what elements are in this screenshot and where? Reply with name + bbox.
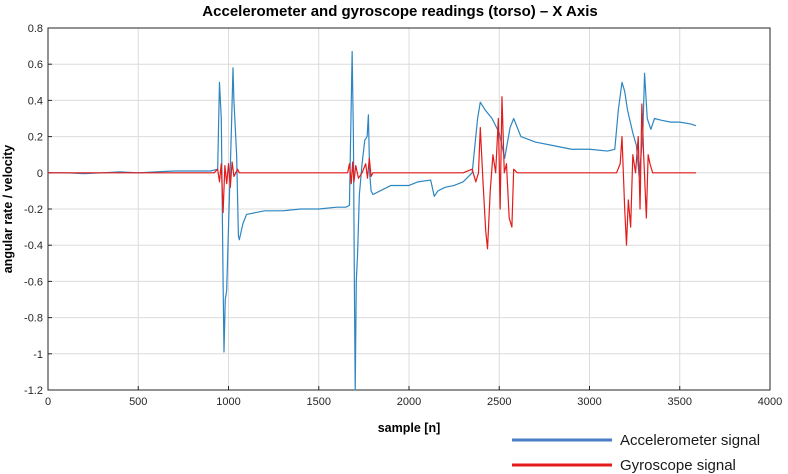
- gyroscope-series-line: [48, 96, 696, 250]
- y-tick-label: -0.6: [24, 276, 43, 288]
- y-tick-label: 0: [37, 168, 43, 180]
- series-layer: [48, 50, 697, 391]
- legend: Accelerometer signal Gyroscope signal: [512, 432, 760, 474]
- y-tick-label: 0.6: [28, 59, 43, 71]
- x-axis: 0 500 1000 1500 2000 2500 3000 3500 4000: [45, 386, 782, 408]
- y-tick-label: -0.4: [24, 240, 43, 252]
- y-tick-label: -0.2: [24, 204, 43, 216]
- y-tick-label: -0.8: [24, 313, 43, 325]
- x-tick-label: 1000: [216, 396, 240, 408]
- y-axis: -1.2 -1 -0.8 -0.6 -0.4 -0.2 0 0.2 0.4 0.6 0.8: [24, 23, 52, 397]
- x-tick-label: 0: [45, 396, 51, 408]
- y-tick-label: 0.8: [28, 23, 43, 35]
- y-tick-label: -1: [33, 349, 43, 361]
- legend-label-gyroscope: Gyroscope signal: [620, 457, 736, 474]
- grid: [47, 27, 771, 391]
- x-tick-label: 500: [129, 396, 147, 408]
- x-axis-label: sample [n]: [378, 421, 441, 435]
- x-tick-label: 3000: [577, 396, 601, 408]
- y-tick-label: -1.2: [24, 385, 43, 397]
- y-tick-label: 0.4: [28, 95, 43, 107]
- x-tick-label: 2000: [397, 396, 421, 408]
- y-tick-label: 0.2: [28, 132, 43, 144]
- y-axis-label: angular rate / velocity: [1, 145, 15, 274]
- x-tick-label: 2500: [487, 396, 511, 408]
- legend-label-accelerometer: Accelerometer signal: [620, 432, 760, 449]
- x-tick-label: 4000: [758, 396, 782, 408]
- x-tick-label: 3500: [668, 396, 692, 408]
- x-tick-label: 1500: [307, 396, 331, 408]
- chart-title: Accelerometer and gyroscope readings (to…: [202, 3, 597, 20]
- accelerometer-series-line: [48, 50, 697, 391]
